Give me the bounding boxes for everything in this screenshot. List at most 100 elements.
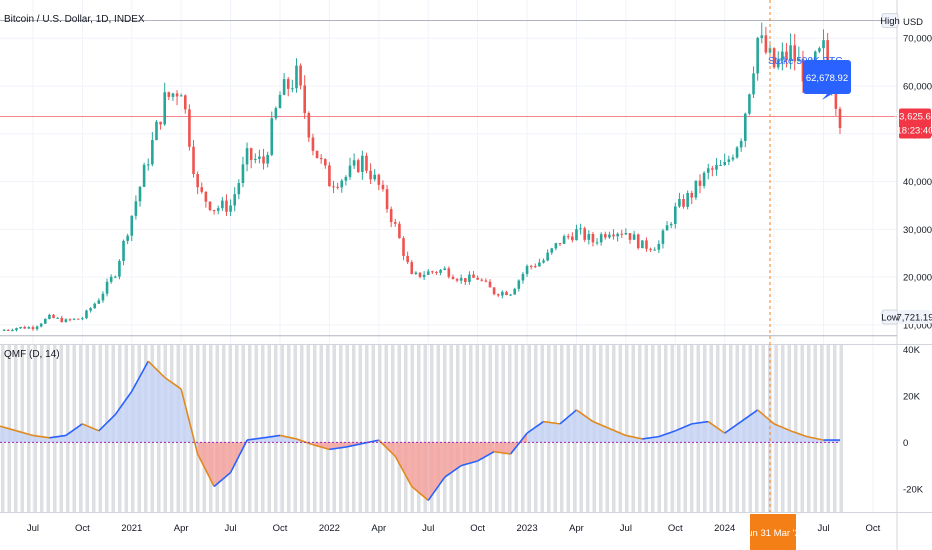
- candle: [542, 258, 545, 264]
- candle: [583, 226, 587, 242]
- qmf-line-segment: [329, 446, 346, 451]
- candle: [365, 152, 368, 174]
- candle: [636, 233, 640, 250]
- price-candles[interactable]: [2, 22, 842, 332]
- candle: [488, 279, 492, 288]
- candle: [163, 82, 167, 126]
- candle: [377, 173, 381, 191]
- indicator-stripe: [248, 345, 252, 512]
- indicator-stripe: [293, 345, 297, 512]
- symbol-title[interactable]: Bitcoin / U.S. Dollar, 1D, INDEX: [4, 14, 145, 25]
- candle: [669, 222, 673, 229]
- qmf-line-segment: [724, 420, 742, 434]
- qmf-fill-segment: [658, 430, 676, 443]
- last-price-tag[interactable]: 53,625.66 18:23:40: [894, 108, 932, 139]
- qmf-line-segment: [229, 439, 248, 473]
- candle: [789, 33, 792, 70]
- candle: [122, 239, 125, 266]
- candle: [60, 315, 64, 323]
- candle: [373, 169, 377, 182]
- candle: [426, 269, 430, 276]
- candle: [155, 120, 158, 141]
- candle: [286, 76, 290, 97]
- qmf-fill-segment: [691, 421, 709, 443]
- indicator-stripe: [391, 345, 395, 512]
- indicator-stripe: [651, 345, 655, 512]
- low-value: 7,721.19: [897, 313, 932, 324]
- time-axis[interactable]: Jul Oct 2021 Apr Jul Oct 2022 Apr Jul Oct 2023 Apr J…: [27, 523, 881, 534]
- candle: [797, 46, 801, 62]
- candle: [369, 163, 372, 185]
- candle: [410, 260, 414, 275]
- qmf-fill-segment: [477, 442, 495, 461]
- candle: [278, 91, 282, 109]
- candle: [463, 278, 467, 285]
- indicator-stripe: [254, 345, 258, 512]
- qmf-line-segment: [806, 435, 824, 441]
- qmf-area[interactable]: [0, 360, 840, 502]
- candle: [665, 221, 669, 231]
- indicator-axis[interactable]: 40K 20K 0 -20K: [903, 345, 924, 495]
- candle: [731, 154, 735, 162]
- candle: [196, 171, 199, 195]
- qmf-line-segment: [625, 434, 643, 440]
- indicator-stripe: [800, 345, 804, 512]
- time-tick-label: Oct: [75, 523, 90, 534]
- candle: [402, 236, 405, 261]
- candle: [608, 231, 611, 239]
- candle: [455, 277, 459, 283]
- candle: [356, 158, 360, 174]
- high-label: High: [880, 16, 900, 27]
- price-tick-label: 10,000.00: [903, 320, 932, 331]
- candle: [109, 274, 113, 284]
- candle: [151, 131, 154, 167]
- indicator-stripe: [202, 345, 206, 512]
- time-tick-label: Jul: [620, 523, 632, 534]
- qmf-line-segment: [757, 409, 775, 425]
- candle: [101, 291, 105, 303]
- candle: [270, 111, 274, 157]
- indicator-stripe: [215, 345, 219, 512]
- candle: [838, 106, 842, 134]
- time-tick-label: Jul: [225, 523, 237, 534]
- indicator-tick-label: 0: [903, 438, 908, 449]
- candle: [743, 112, 747, 148]
- candle: [323, 158, 327, 169]
- candle: [208, 201, 212, 212]
- qmf-line-segment: [559, 409, 577, 425]
- qmf-fill-segment: [774, 423, 791, 443]
- indicator-stripe: [378, 345, 382, 512]
- candle: [616, 232, 619, 242]
- candle: [645, 237, 648, 252]
- candle: [249, 147, 253, 169]
- qmf-line-segment: [790, 430, 808, 438]
- candle: [418, 272, 422, 279]
- qmf-fill-segment: [560, 409, 577, 443]
- candle: [307, 111, 311, 143]
- candle: [480, 278, 484, 282]
- indicator-stripe: [625, 345, 629, 512]
- candle: [113, 275, 117, 279]
- candle: [43, 318, 47, 325]
- candle: [212, 209, 216, 215]
- indicator-stripe: [436, 345, 440, 512]
- indicator-stripe: [521, 345, 525, 512]
- qmf-fill-segment: [98, 414, 116, 443]
- cursor-price-bubble[interactable]: 62,678.92: [803, 60, 851, 100]
- indicator-stripe: [826, 345, 830, 512]
- indicator-title[interactable]: QMF (D, 14): [4, 349, 60, 360]
- indicator-stripe: [404, 345, 408, 512]
- qmf-line-segment: [312, 443, 330, 451]
- candle: [274, 106, 278, 121]
- currency-button[interactable]: USD: [899, 12, 927, 30]
- qmf-fill-segment: [527, 421, 544, 443]
- qmf-line-segment: [180, 388, 199, 455]
- qmf-fill-segment: [494, 442, 511, 455]
- candle: [599, 232, 603, 246]
- candle: [118, 259, 121, 280]
- candle: [393, 218, 397, 227]
- indicator-stripe: [527, 345, 531, 512]
- candle: [694, 180, 698, 200]
- candle: [591, 231, 595, 247]
